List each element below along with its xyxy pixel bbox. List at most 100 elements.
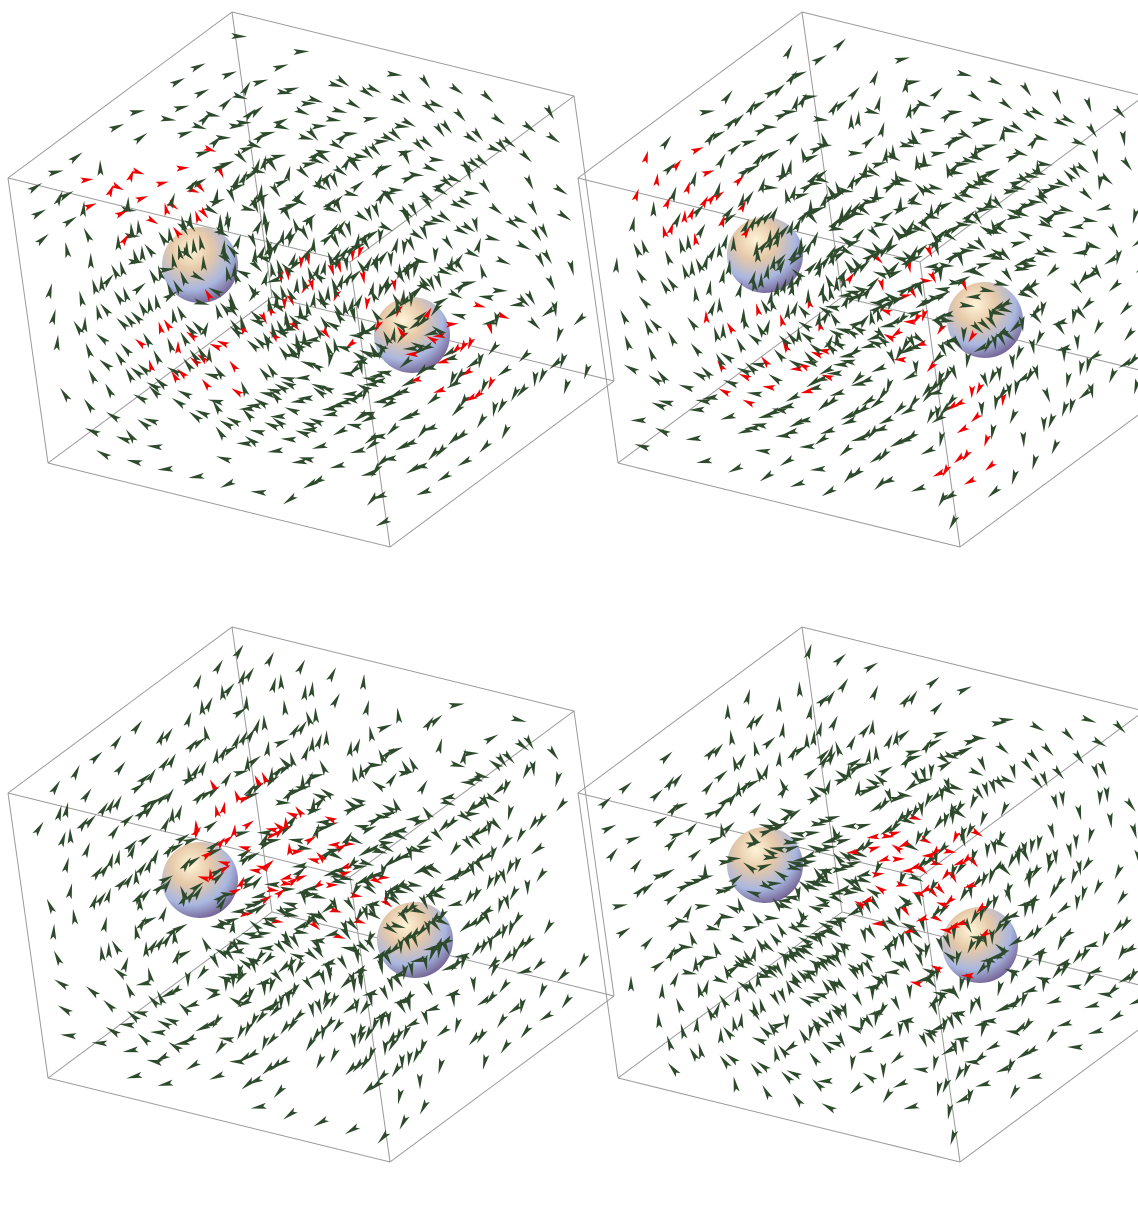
arrow <box>883 734 892 750</box>
arrow <box>1092 148 1098 164</box>
arrow <box>310 292 316 308</box>
arrow <box>264 741 270 757</box>
arrow <box>933 201 942 217</box>
arrow <box>312 823 319 839</box>
arrow <box>159 322 165 335</box>
arrow <box>754 741 760 757</box>
arrow <box>60 1033 76 1039</box>
arrow <box>1097 760 1106 776</box>
arrow <box>135 196 148 203</box>
arrow <box>217 746 227 762</box>
arrow <box>806 704 812 720</box>
arrow <box>416 487 432 496</box>
arrow <box>975 263 991 270</box>
arrow <box>650 961 665 973</box>
arrow <box>749 803 761 818</box>
arrow <box>1041 742 1054 756</box>
arrow <box>488 376 496 389</box>
arrow <box>62 802 68 818</box>
arrow <box>248 986 255 1002</box>
arrow <box>143 333 154 348</box>
arrow <box>362 700 369 716</box>
arrow <box>280 377 296 384</box>
arrow <box>366 84 382 94</box>
arrow <box>385 1011 391 1027</box>
arrow <box>212 660 223 675</box>
arrow <box>177 369 189 380</box>
arrow <box>438 1058 445 1074</box>
arrow <box>203 821 218 833</box>
arrow <box>350 181 364 193</box>
arrow <box>1055 875 1066 890</box>
arrow <box>106 942 112 958</box>
arrow <box>988 485 1002 498</box>
arrow <box>433 247 439 263</box>
arrow <box>667 222 674 235</box>
arrow <box>457 196 473 206</box>
arrow <box>790 479 806 487</box>
arrow <box>898 932 904 948</box>
arrow <box>737 426 753 434</box>
arrow <box>948 783 964 790</box>
arrow <box>523 934 535 948</box>
arrow <box>557 327 564 343</box>
arrow <box>1057 1019 1073 1026</box>
arrow <box>613 257 619 273</box>
arrow <box>944 136 957 150</box>
arrow <box>828 715 838 731</box>
arrow <box>721 90 733 105</box>
arrow <box>937 761 953 772</box>
arrow <box>292 982 300 998</box>
arrow <box>262 715 268 731</box>
arrow <box>734 1076 740 1092</box>
arrow <box>1016 345 1025 361</box>
arrow <box>282 902 298 909</box>
arrow <box>135 339 147 350</box>
arrow <box>687 849 701 862</box>
arrow <box>112 940 123 955</box>
arrow <box>295 430 311 438</box>
arrow <box>294 106 310 115</box>
arrow <box>795 921 811 927</box>
arrow <box>669 186 677 202</box>
arrow <box>298 225 308 240</box>
arrow <box>835 839 851 846</box>
arrow <box>615 928 630 939</box>
arrow <box>748 334 763 346</box>
arrow <box>76 817 88 832</box>
arrow <box>422 716 433 731</box>
arrow <box>519 149 533 162</box>
arrow <box>932 731 948 739</box>
arrow <box>1036 330 1045 346</box>
arrow <box>980 372 989 388</box>
arrow <box>825 274 835 290</box>
arrow <box>764 915 780 921</box>
cube-edge <box>574 96 614 381</box>
arrow <box>362 989 378 996</box>
arrow <box>1118 945 1128 961</box>
arrow <box>158 906 167 922</box>
arrow <box>478 353 484 369</box>
arrow <box>387 251 393 267</box>
arrow <box>640 937 653 951</box>
arrow <box>556 797 568 811</box>
arrow <box>1010 1084 1021 1099</box>
arrow <box>633 243 643 259</box>
arrow <box>278 674 284 690</box>
cube-edge <box>960 381 1138 547</box>
arrow <box>503 778 511 794</box>
arrow <box>172 398 187 409</box>
arrow <box>908 873 924 882</box>
arrow <box>886 378 893 394</box>
arrow <box>1052 849 1058 865</box>
arrow <box>96 333 110 346</box>
arrow <box>322 411 338 417</box>
arrow <box>174 805 182 821</box>
arrow <box>933 1055 939 1071</box>
arrow <box>312 442 328 449</box>
arrow <box>295 660 305 676</box>
arrow <box>283 493 298 505</box>
arrow <box>100 946 106 962</box>
arrow <box>508 804 514 820</box>
arrow <box>934 287 950 293</box>
